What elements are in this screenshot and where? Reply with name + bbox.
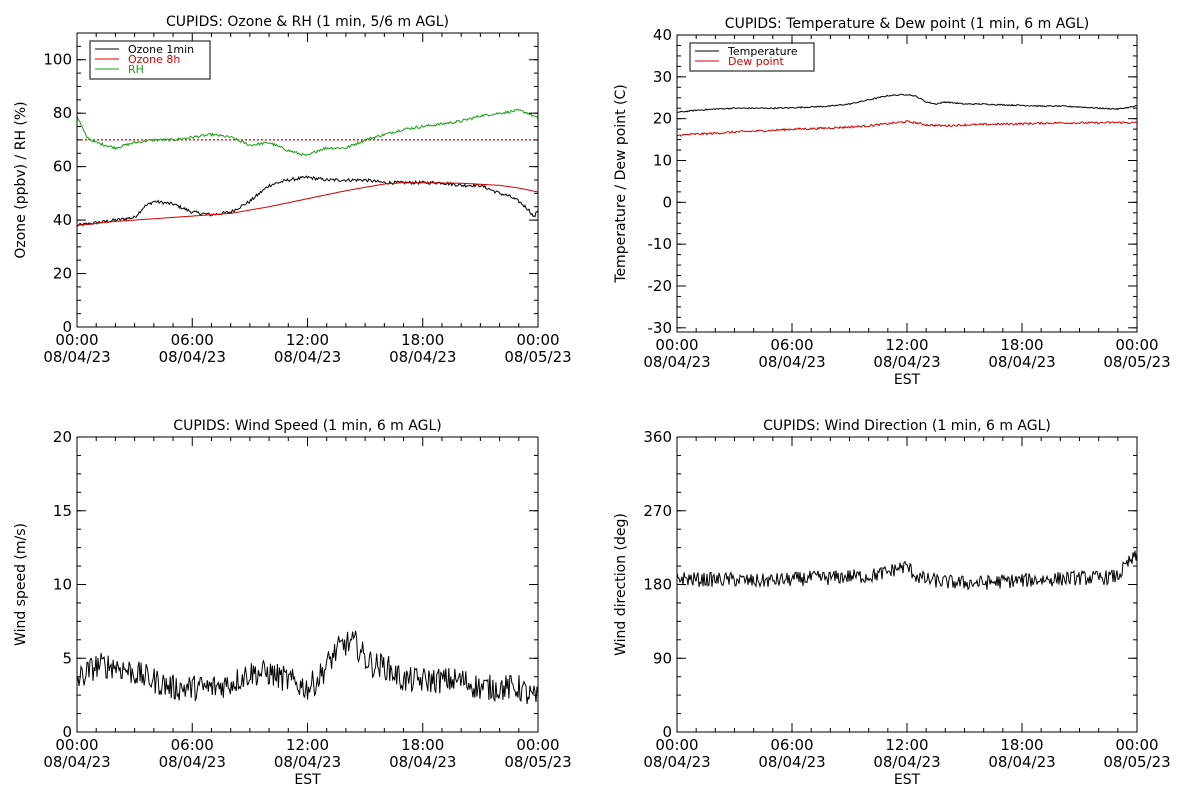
x-tick-date: 08/05/23 [504,348,571,366]
y-tick-label: 100 [43,51,72,69]
x-tick-date: 08/04/23 [758,753,825,771]
legend-box [689,42,815,72]
series-line-3 [77,108,538,157]
x-tick-time: 12:00 [286,736,329,754]
y-tick-label: 10 [653,151,672,169]
x-axis-label: EST [894,372,921,388]
legend-label: RH [128,63,144,76]
chart-title: CUPIDS: Ozone & RH (1 min, 5/6 m AGL) [166,14,449,30]
x-tick-time: 06:00 [171,331,214,349]
y-tick-label: 20 [53,265,72,283]
x-tick-date: 08/04/23 [643,353,710,371]
x-tick-time: 00:00 [55,736,98,754]
y-tick-label: 10 [53,576,72,594]
x-tick-date: 08/04/23 [159,753,226,771]
y-tick-label: 270 [643,502,672,520]
legend-label: Ozone 1min [128,43,194,56]
legend-box [89,40,211,80]
plot-frame [676,34,1138,333]
y-tick-label: -30 [648,319,673,337]
x-tick-date: 08/04/23 [389,753,456,771]
legend-label: Ozone 8h [128,53,180,66]
y-axis-label: Wind speed (m/s) [13,523,29,646]
x-tick-time: 06:00 [770,736,813,754]
x-tick-date: 08/04/23 [643,753,710,771]
chart-panel-4: CUPIDS: Wind Direction (1 min, 6 m AGL) 0… [613,418,1171,788]
y-tick-label: 30 [653,68,672,86]
x-tick-date: 08/04/23 [274,753,341,771]
x-tick-date: 08/04/23 [43,348,110,366]
y-tick-label: 0 [662,193,672,211]
series-line-2 [77,182,538,226]
x-tick-time: 06:00 [171,736,214,754]
x-tick-time: 00:00 [55,331,98,349]
x-tick-date: 08/04/23 [389,348,456,366]
y-axis-label: Wind direction (deg) [613,513,629,656]
plot-frame [676,436,1138,733]
y-tick-label: 180 [643,576,672,594]
x-tick-date: 08/05/23 [1103,353,1170,371]
x-tick-time: 00:00 [655,736,698,754]
x-tick-date: 08/05/23 [1103,753,1170,771]
x-tick-date: 08/05/23 [504,753,571,771]
x-tick-time: 00:00 [516,736,559,754]
x-tick-date: 08/04/23 [988,353,1055,371]
x-tick-time: 18:00 [1000,736,1043,754]
chart-panel-2: CUPIDS: Temperature & Dew point (1 min, … [613,16,1171,388]
x-tick-time: 18:00 [401,736,444,754]
x-tick-time: 12:00 [286,331,329,349]
y-tick-label: 20 [53,428,72,446]
y-tick-label: 5 [62,649,72,667]
x-tick-date: 08/04/23 [758,353,825,371]
y-tick-label: 0 [662,723,672,741]
chart-title: CUPIDS: Wind Speed (1 min, 6 m AGL) [173,418,441,434]
x-tick-time: 12:00 [885,736,928,754]
y-tick-label: 40 [53,211,72,229]
y-axis-label: Ozone (ppbv) / RH (%) [13,101,29,258]
x-tick-date: 08/04/23 [873,353,940,371]
x-tick-date: 08/04/23 [159,348,226,366]
y-tick-label: 60 [53,158,72,176]
series-line-1 [77,175,538,227]
plot-frame [76,436,539,733]
x-tick-date: 08/04/23 [43,753,110,771]
y-tick-label: 80 [53,104,72,122]
series-line-1 [77,630,538,705]
y-tick-label: -20 [648,277,673,295]
x-tick-time: 00:00 [1115,336,1158,354]
x-tick-time: 06:00 [770,336,813,354]
y-tick-label: 90 [653,649,672,667]
series-line-1 [677,550,1137,591]
y-tick-label: 360 [643,428,672,446]
x-tick-date: 08/04/23 [988,753,1055,771]
legend-label: Temperature [727,45,798,58]
x-axis-label: EST [294,772,321,788]
x-tick-time: 00:00 [655,336,698,354]
x-tick-date: 08/04/23 [873,753,940,771]
chart-title: CUPIDS: Wind Direction (1 min, 6 m AGL) [763,418,1051,434]
x-tick-time: 18:00 [1000,336,1043,354]
chart-panel-3: CUPIDS: Wind Speed (1 min, 6 m AGL) 0 5 10 1… [13,418,572,788]
x-tick-time: 00:00 [516,331,559,349]
x-tick-time: 12:00 [885,336,928,354]
x-axis-label: EST [894,772,921,788]
y-tick-label: 0 [62,723,72,741]
x-tick-time: 18:00 [401,331,444,349]
y-tick-label: -10 [648,235,673,253]
chart-panel-1: CUPIDS: Ozone & RH (1 min, 5/6 m AGL) 0 20… [13,14,572,366]
y-tick-label: 40 [653,26,672,44]
series-line-2 [677,120,1137,137]
y-tick-label: 0 [62,318,72,336]
y-axis-label: Temperature / Dew point (C) [613,84,629,283]
x-tick-date: 08/04/23 [274,348,341,366]
chart-title: CUPIDS: Temperature & Dew point (1 min, … [725,16,1089,32]
series-line-1 [677,93,1137,113]
x-tick-time: 00:00 [1115,736,1158,754]
y-tick-label: 15 [53,502,72,520]
y-tick-label: 20 [653,110,672,128]
legend-label: Dew point [728,55,784,68]
